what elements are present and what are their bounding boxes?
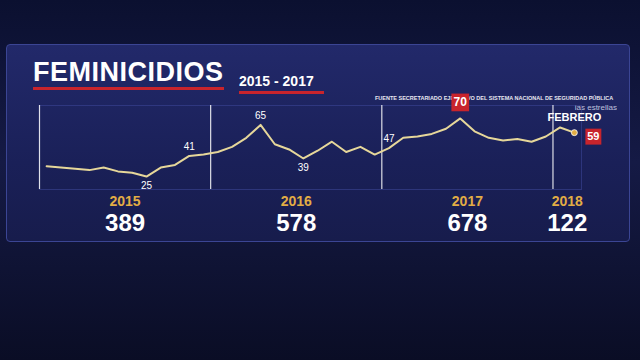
svg-text:47: 47 bbox=[383, 133, 395, 144]
svg-text:25: 25 bbox=[141, 180, 153, 191]
svg-text:2017: 2017 bbox=[452, 193, 483, 209]
svg-text:678: 678 bbox=[447, 209, 487, 236]
svg-text:578: 578 bbox=[276, 209, 316, 236]
svg-text:2018: 2018 bbox=[552, 193, 583, 209]
svg-text:65: 65 bbox=[255, 110, 267, 121]
svg-text:122: 122 bbox=[547, 209, 587, 236]
svg-text:59: 59 bbox=[587, 130, 599, 142]
svg-text:FEBRERO: FEBRERO bbox=[547, 111, 601, 123]
svg-text:2016: 2016 bbox=[281, 193, 312, 209]
svg-text:389: 389 bbox=[105, 209, 145, 236]
svg-text:70: 70 bbox=[454, 95, 468, 109]
svg-text:41: 41 bbox=[184, 141, 196, 152]
svg-text:2015: 2015 bbox=[110, 193, 141, 209]
svg-text:39: 39 bbox=[298, 162, 310, 173]
